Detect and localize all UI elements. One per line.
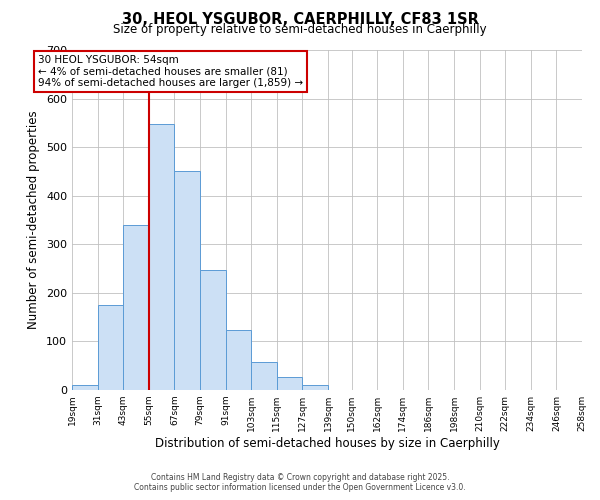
Bar: [175, 172, 200, 390]
Bar: [123, 225, 149, 390]
X-axis label: Distribution of semi-detached houses by size in Caerphilly: Distribution of semi-detached houses by …: [155, 437, 499, 450]
Bar: [226, 330, 251, 390]
Text: Contains HM Land Registry data © Crown copyright and database right 2025.
Contai: Contains HM Land Registry data © Crown c…: [134, 473, 466, 492]
Bar: [149, 124, 175, 390]
Bar: [72, 385, 98, 390]
Bar: [200, 270, 226, 390]
Bar: [98, 305, 123, 390]
Text: 30 HEOL YSGUBOR: 54sqm
← 4% of semi-detached houses are smaller (81)
94% of semi: 30 HEOL YSGUBOR: 54sqm ← 4% of semi-deta…: [38, 55, 303, 88]
Text: 30, HEOL YSGUBOR, CAERPHILLY, CF83 1SR: 30, HEOL YSGUBOR, CAERPHILLY, CF83 1SR: [122, 12, 478, 28]
Bar: [251, 362, 277, 390]
Bar: [277, 377, 302, 390]
Bar: [302, 385, 328, 390]
Y-axis label: Number of semi-detached properties: Number of semi-detached properties: [28, 110, 40, 330]
Text: Size of property relative to semi-detached houses in Caerphilly: Size of property relative to semi-detach…: [113, 22, 487, 36]
